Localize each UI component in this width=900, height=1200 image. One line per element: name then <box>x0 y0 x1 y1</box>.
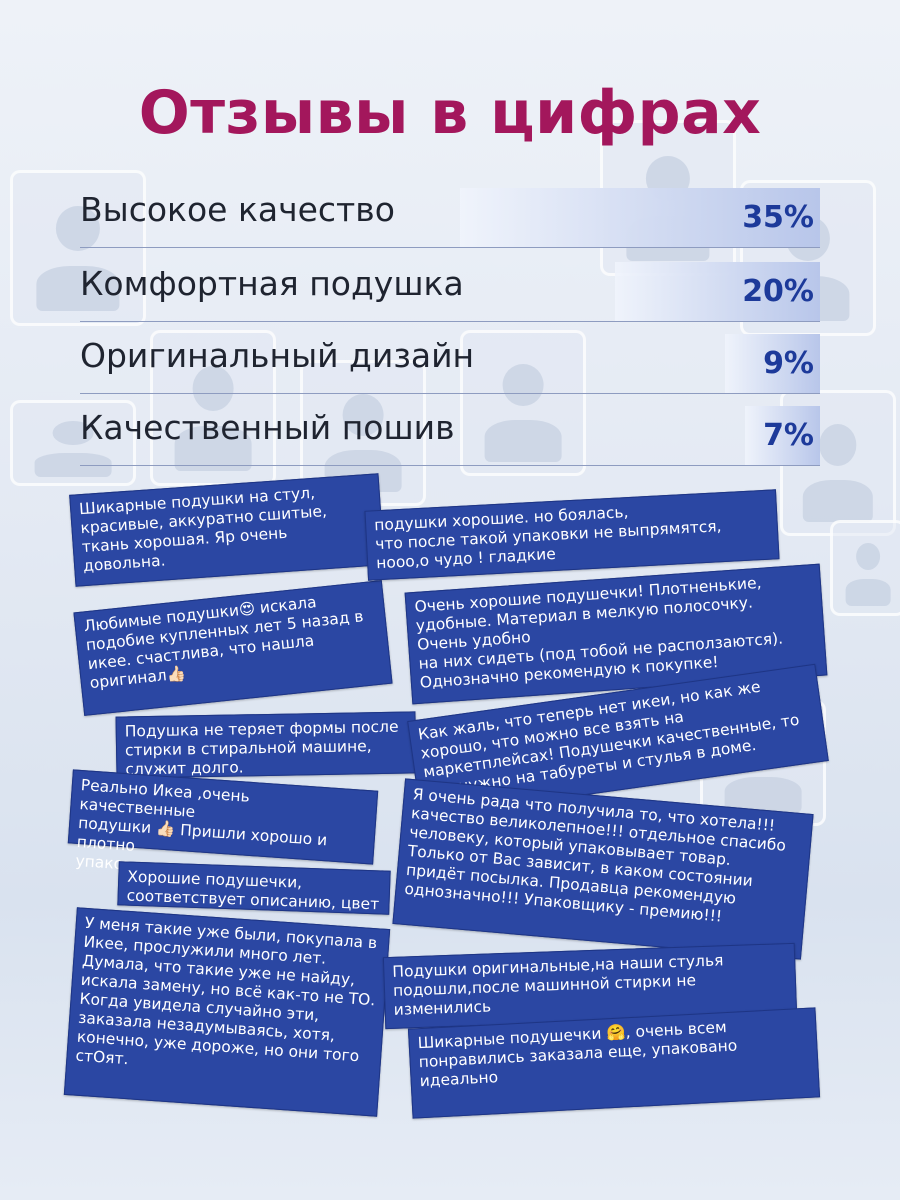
stat-value: 9% <box>763 346 814 381</box>
review-card: Шикарные подушки на стул, красивые, акку… <box>69 473 385 587</box>
stat-row-design: Оригинальный дизайн 9% <box>80 334 820 394</box>
stat-bar <box>615 262 820 322</box>
stat-bar <box>725 334 820 394</box>
review-card: Подушка не теряет формы после стирки в с… <box>115 711 417 779</box>
review-card: У меня такие уже были, покупала в Икее, … <box>63 907 391 1117</box>
review-card: Реально Икеа ,очень качественные подушки… <box>67 769 379 876</box>
stat-label: Комфортная подушка <box>80 264 464 303</box>
stat-value: 7% <box>763 418 814 453</box>
stat-value: 20% <box>742 274 814 309</box>
stat-row-comfort: Комфортная подушка 20% <box>80 262 820 322</box>
review-card: Я очень рада что получила то, что хотела… <box>392 778 814 960</box>
stat-label: Оригинальный дизайн <box>80 336 475 375</box>
stat-bar <box>745 406 820 466</box>
stat-label: Качественный пошив <box>80 408 455 447</box>
review-card: подушки хорошие. но боялась, что после т… <box>364 489 780 581</box>
page-title: Отзывы в цифрах <box>138 78 762 148</box>
stat-value: 35% <box>742 200 814 235</box>
review-card: Хорошие подушечки, соответствует описани… <box>117 861 391 915</box>
stat-row-quality: Высокое качество 35% <box>80 188 820 248</box>
stat-label: Высокое качество <box>80 190 395 229</box>
stat-bar <box>460 188 820 248</box>
review-card: Любимые подушки😍 искала подобие купленны… <box>73 580 393 716</box>
stat-row-sewing: Качественный пошив 7% <box>80 406 820 466</box>
